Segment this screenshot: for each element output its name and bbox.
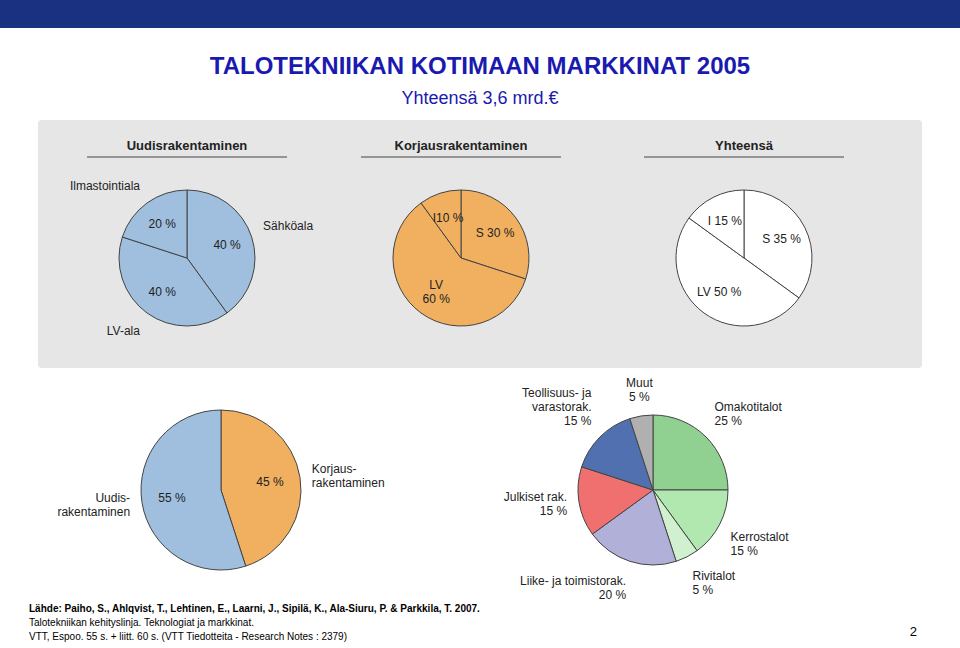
category-label: Teollisuus- ja	[522, 386, 592, 400]
category-label: Korjaus-	[312, 462, 357, 476]
data-label: I10 %	[433, 211, 464, 225]
pie-slice	[630, 415, 653, 490]
data-label: 40 %	[213, 238, 241, 252]
data-label: 40 %	[149, 285, 177, 299]
data-label: 60 %	[423, 292, 451, 306]
category-label: Liike- ja toimistorak.	[520, 574, 626, 588]
chart-title: Uudisrakentaminen	[127, 138, 248, 153]
chart-title: Korjausrakentaminen	[395, 138, 528, 153]
panel	[38, 120, 922, 368]
title-rule	[644, 157, 844, 158]
category-label: Ilmastointiala	[70, 179, 140, 193]
pie-slice	[393, 203, 526, 326]
data-label: 15 %	[564, 414, 592, 428]
category-label: Rivitalot	[692, 569, 735, 583]
footnote: Lähde: Paiho, S., Ahlqvist, T., Lehtinen…	[29, 603, 480, 614]
data-label: 5 %	[692, 583, 713, 597]
data-label: 5 %	[629, 390, 650, 404]
category-label: rakentaminen	[312, 476, 385, 490]
footnote: Talotekniikan kehityslinja. Teknologiat …	[29, 617, 254, 628]
data-label: 15 %	[731, 544, 759, 558]
category-label: Sähköala	[263, 219, 313, 233]
pie-slice	[141, 410, 246, 570]
pie-chart: Omakotitalot25 %Kerrostalot15 %Rivitalot…	[504, 376, 789, 602]
data-label: 45 %	[256, 475, 284, 489]
category-label: Omakotitalot	[715, 400, 783, 414]
pie-slice	[122, 190, 187, 258]
page-number: 2	[910, 624, 917, 639]
data-label: LV	[429, 278, 443, 292]
data-label: LV 50 %	[697, 285, 742, 299]
data-label: S 35 %	[762, 232, 801, 246]
background	[0, 0, 960, 648]
pie-chart: Korjausrakentaminen S 30 % LV60 % I10 %	[361, 138, 561, 326]
page: TALOTEKNIIKAN KOTIMAAN MARKKINAT 2005 Yht…	[0, 0, 960, 648]
category-label: Kerrostalot	[731, 530, 790, 544]
category-label: Muut	[626, 376, 653, 390]
chart-title: Yhteensä	[715, 138, 774, 153]
data-label: S 30 %	[476, 226, 515, 240]
pie-chart: Yhteensä S 35 % LV 50 % I 15 %	[644, 138, 844, 326]
data-label: 25 %	[715, 414, 743, 428]
title-rule	[87, 157, 287, 158]
pie-chart: Korjaus-rakentaminen 45 % Uudis-rakentamin…	[57, 410, 384, 570]
subtitle: Yhteensä 3,6 mrd.€	[401, 88, 558, 108]
title: TALOTEKNIIKAN KOTIMAAN MARKKINAT 2005	[210, 52, 750, 79]
title-rule	[361, 157, 561, 158]
category-label: LV-ala	[107, 324, 140, 338]
category-label: varastorak.	[532, 400, 591, 414]
pie-chart: Uudisrakentaminen Sähköala 40 % LV-ala 40 % I…	[70, 138, 314, 338]
data-label: I 15 %	[708, 214, 742, 228]
category-label: Uudis-	[95, 491, 130, 505]
category-label: Julkiset rak.	[504, 490, 567, 504]
footnote: VTT, Espoo. 55 s. + liitt. 60 s. (VTT Ti…	[29, 631, 347, 642]
data-label: 20 %	[599, 588, 627, 602]
category-label: rakentaminen	[57, 505, 130, 519]
header-bar	[0, 0, 960, 28]
data-label: 55 %	[158, 491, 186, 505]
pie-slice	[689, 190, 744, 258]
data-label: 15 %	[540, 504, 568, 518]
data-label: 20 %	[149, 217, 177, 231]
